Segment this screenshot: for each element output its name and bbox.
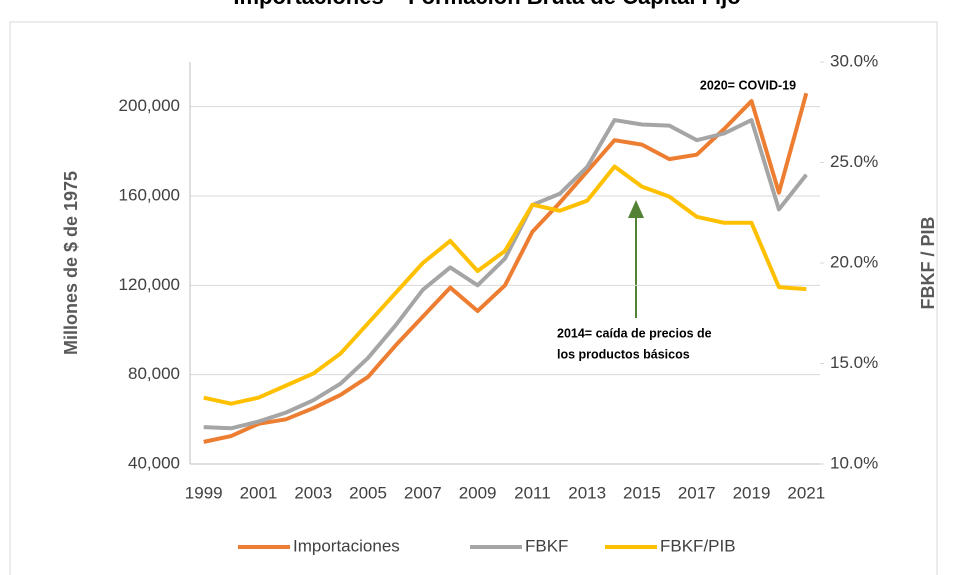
x-tick-label: 2017 (678, 483, 716, 502)
annotation: los productos básicos (557, 347, 690, 361)
y-tick-label: 40,000 (128, 453, 180, 472)
x-tick-label: 2015 (623, 483, 661, 502)
y-axis-label: Millones de $ de 1975 (61, 171, 81, 355)
y2-tick-label: 20.0% (830, 252, 878, 271)
y2-tick-label: 10.0% (830, 453, 878, 472)
y-tick-label: 200,000 (119, 96, 180, 115)
x-tick-label: 2011 (514, 483, 551, 502)
chart-title: Importaciones – Formación Bruta de Capit… (233, 0, 740, 9)
legend-label: FBKF (525, 536, 568, 555)
series-line (203, 164, 807, 406)
annotation: 2020= COVID-19 (700, 78, 796, 92)
annotation: 2014= caída de precios de (557, 326, 712, 340)
x-tick-label: 2013 (568, 483, 606, 502)
legend-label: Importaciones (293, 536, 400, 555)
x-tick-label: 1999 (185, 483, 223, 502)
y2-tick-label: 30.0% (830, 51, 878, 70)
y2-tick-label: 15.0% (830, 353, 878, 372)
x-tick-label: 2001 (240, 483, 278, 502)
x-tick-label: 2021 (787, 483, 825, 502)
y2-tick-label: 25.0% (830, 152, 878, 171)
y2-axis-label: FBKF / PIB (918, 217, 938, 310)
chart-border (9, 21, 938, 575)
y-tick-label: 80,000 (128, 364, 180, 383)
x-tick-label: 2009 (459, 483, 497, 502)
series-line (203, 118, 808, 431)
x-tick-label: 2003 (294, 483, 332, 502)
x-tick-label: 2019 (733, 483, 771, 502)
legend-label: FBKF/PIB (660, 536, 736, 555)
y-tick-label: 160,000 (119, 185, 180, 204)
annotation-arrowhead (628, 200, 644, 218)
x-tick-label: 2005 (349, 483, 387, 502)
series-line (203, 92, 809, 444)
x-tick-label: 2007 (404, 483, 442, 502)
y-tick-label: 120,000 (119, 275, 180, 294)
